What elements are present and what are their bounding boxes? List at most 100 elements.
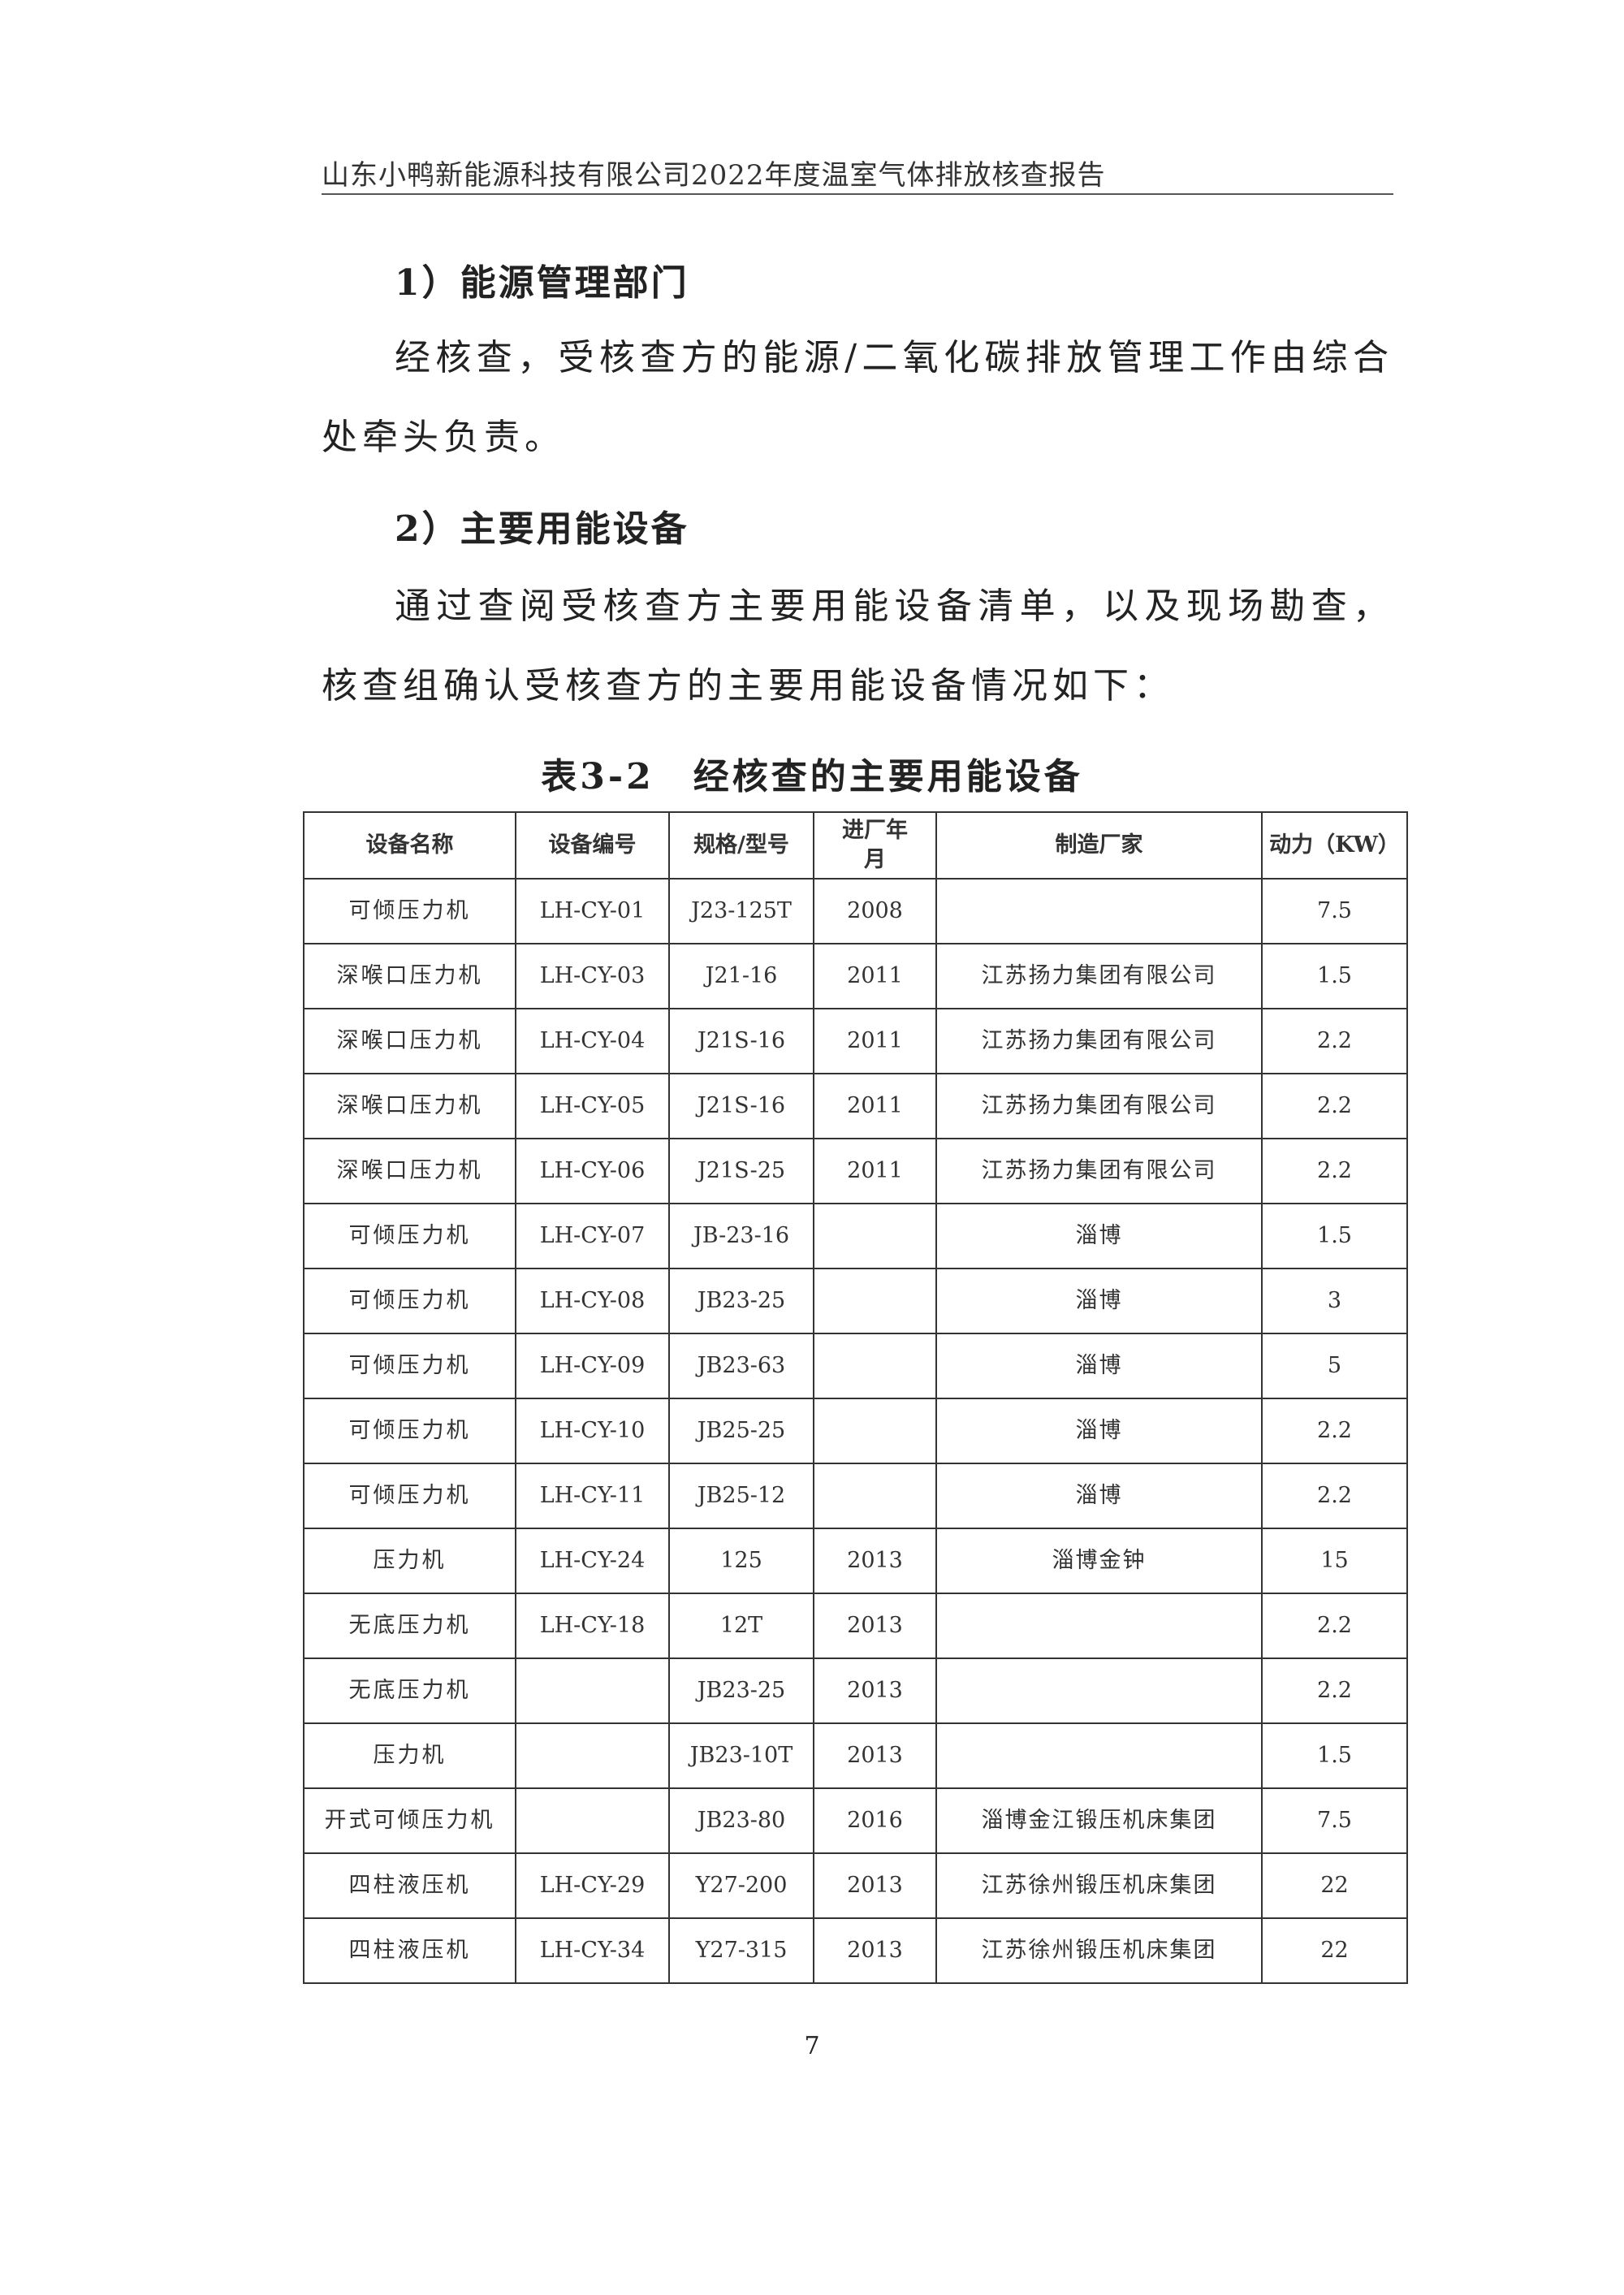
table-cell: 可倾压力机 [303,1398,516,1464]
table-cell: 深喉口压力机 [303,1073,516,1139]
table-cell: 2.2 [1261,1008,1408,1074]
table-cell: 12T [668,1593,814,1659]
column-header: 规格/型号 [668,811,814,880]
table-cell: 江苏扬力集团有限公司 [935,1008,1263,1074]
table-cell: LH-CY-04 [515,1008,670,1074]
paragraph-main-equipment: 通过查阅受核查方主要用能设备清单，以及现场勘查，核查组确认受核查方的主要用能设备… [322,586,1393,707]
table-cell: 2.2 [1261,1398,1408,1464]
column-header: 进厂年月 [813,811,937,880]
table-cell: J21S-16 [668,1073,814,1139]
table-cell: Y27-200 [668,1852,814,1919]
table-cell: 淄博金江锻压机床集团 [935,1787,1263,1854]
table-cell: J21S-25 [668,1138,814,1204]
table-row: 可倾压力机 LH-CY-07 JB-23-16 淄博 1.5 [303,1203,1408,1269]
table-cell: LH-CY-18 [515,1593,670,1659]
table-cell: J21-16 [668,943,814,1009]
table-cell: 深喉口压力机 [303,1008,516,1074]
table-cell: 可倾压力机 [303,1268,516,1334]
table-cell: 淄博 [935,1203,1263,1269]
table-cell: 15 [1261,1528,1408,1594]
table-cell: JB23-63 [668,1333,814,1399]
table-row: 无底压力机 LH-CY-18 12T 2013 2.2 [303,1593,1408,1659]
page-number: 7 [804,2032,820,2060]
table-cell: 2011 [813,1138,937,1204]
table-cell: 22 [1261,1852,1408,1919]
table-cell: LH-CY-09 [515,1333,670,1399]
table-cell: 2011 [813,943,937,1009]
column-header: 动力（KW） [1261,811,1408,880]
table-cell [515,1658,670,1724]
column-header: 设备编号 [515,811,670,880]
table-cell: LH-CY-10 [515,1398,670,1464]
table-cell: J23-125T [668,878,814,944]
section-heading-energy-management: 1）能源管理部门 [395,262,689,304]
table-cell: 可倾压力机 [303,1333,516,1399]
table-cell: 2011 [813,1073,937,1139]
table-cell: 江苏扬力集团有限公司 [935,1138,1263,1204]
table-cell: 2.2 [1261,1138,1408,1204]
table-cell: 1.5 [1261,943,1408,1009]
equipment-table: 设备名称 设备编号 规格/型号 进厂年月 制造厂家 动力（KW） 可倾压力机 LH-CY-0… [303,811,1408,1984]
table-cell: 淄博 [935,1463,1263,1529]
table-cell: 7.5 [1261,878,1408,944]
table-cell [813,1463,937,1529]
table-row: 无底压力机 JB23-25 2013 2.2 [303,1658,1408,1724]
table-cell [935,1658,1263,1724]
table-caption: 表3-2 经核查的主要用能设备 [541,756,1083,797]
table-cell: LH-CY-11 [515,1463,670,1529]
table-cell: JB25-25 [668,1398,814,1464]
table-cell [935,1593,1263,1659]
table-cell: 江苏徐州锻压机床集团 [935,1917,1263,1984]
table-cell: 1.5 [1261,1203,1408,1269]
table-cell: 深喉口压力机 [303,943,516,1009]
table-cell: JB23-25 [668,1268,814,1334]
table-cell: LH-CY-05 [515,1073,670,1139]
table-cell [813,1203,937,1269]
table-cell: 3 [1261,1268,1408,1334]
table-cell: 无底压力机 [303,1593,516,1659]
table-row: 可倾压力机 LH-CY-09 JB23-63 淄博 5 [303,1333,1408,1399]
column-header: 制造厂家 [935,811,1263,880]
table-cell: 2013 [813,1917,937,1984]
table-row: 开式可倾压力机 JB23-80 2016 淄博金江锻压机床集团 7.5 [303,1787,1408,1854]
table-cell: 2016 [813,1787,937,1854]
table-cell: 可倾压力机 [303,878,516,944]
table-cell: LH-CY-24 [515,1528,670,1594]
table-cell [935,1722,1263,1789]
column-header: 设备名称 [303,811,516,880]
table-cell: 2.2 [1261,1593,1408,1659]
table-cell: 2.2 [1261,1463,1408,1529]
table-cell: LH-CY-06 [515,1138,670,1204]
table-cell: 淄博 [935,1333,1263,1399]
table-cell: 可倾压力机 [303,1463,516,1529]
table-cell: LH-CY-08 [515,1268,670,1334]
table-cell: 2013 [813,1852,937,1919]
table-row: 压力机 LH-CY-24 125 2013 淄博金钟 15 [303,1528,1408,1594]
table-cell: JB-23-16 [668,1203,814,1269]
table-cell: 125 [668,1528,814,1594]
table-row: 深喉口压力机 LH-CY-03 J21-16 2011 江苏扬力集团有限公司 1.5 [303,943,1408,1009]
table-cell [515,1787,670,1854]
table-cell: 江苏扬力集团有限公司 [935,1073,1263,1139]
table-cell: LH-CY-01 [515,878,670,944]
table-cell: 2011 [813,1008,937,1074]
table-cell: 1.5 [1261,1722,1408,1789]
table-cell [813,1398,937,1464]
table-cell: 深喉口压力机 [303,1138,516,1204]
table-cell [813,1333,937,1399]
table-row: 四柱液压机 LH-CY-29 Y27-200 2013 江苏徐州锻压机床集团 22 [303,1852,1408,1919]
table-row: 可倾压力机 LH-CY-10 JB25-25 淄博 2.2 [303,1398,1408,1464]
table-cell [813,1268,937,1334]
table-cell: 2013 [813,1658,937,1724]
table-cell: 2013 [813,1593,937,1659]
document-header: 山东小鸭新能源科技有限公司2022年度温室气体排放核查报告 [322,159,1106,192]
table-cell: 淄博 [935,1398,1263,1464]
table-cell: 四柱液压机 [303,1852,516,1919]
table-header-row: 设备名称 设备编号 规格/型号 进厂年月 制造厂家 动力（KW） [303,811,1408,880]
table-cell: Y27-315 [668,1917,814,1984]
table-cell: JB23-80 [668,1787,814,1854]
table-cell: LH-CY-29 [515,1852,670,1919]
table-row: 可倾压力机 LH-CY-01 J23-125T 2008 7.5 [303,878,1408,944]
table-cell: 四柱液压机 [303,1917,516,1984]
section-heading-main-equipment: 2）主要用能设备 [395,508,689,550]
